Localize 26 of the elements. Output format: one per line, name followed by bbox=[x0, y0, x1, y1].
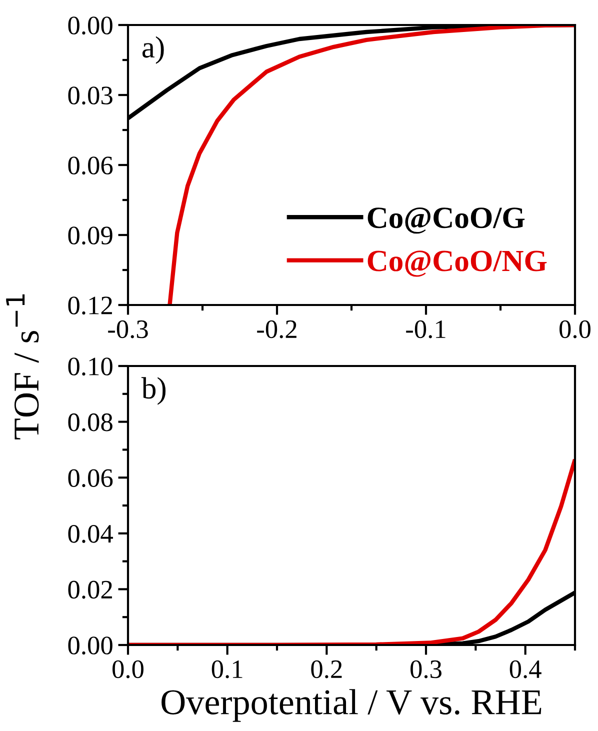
annotation: a) bbox=[142, 36, 164, 64]
x-tick-label: 0.2 bbox=[311, 660, 342, 678]
x-axis-title: Overpotential / V vs. RHE bbox=[162, 689, 542, 722]
x-tick-label: 0.0 bbox=[112, 660, 144, 678]
x-tick-label: -0.3 bbox=[108, 320, 148, 338]
y-tick-label: 0.00 bbox=[68, 16, 112, 35]
annotation: b) bbox=[141, 377, 166, 405]
y-tick-label: 0.04 bbox=[68, 525, 114, 543]
legend-label: Co@CoO/NG bbox=[368, 250, 547, 277]
y-tick-label: 0.10 bbox=[68, 358, 112, 376]
y-tick-label: 0.08 bbox=[68, 413, 112, 432]
x-tick-label: 0.1 bbox=[212, 660, 242, 678]
legend-label: Co@CoO/G bbox=[368, 207, 525, 234]
y-tick-label: 0.06 bbox=[68, 156, 113, 175]
x-tick-label: 0.4 bbox=[510, 660, 542, 678]
y-axis-title: TOF / s$^{−1}$ bbox=[6, 294, 39, 440]
x-tick-label: 0.3 bbox=[410, 660, 442, 678]
y-tick-label: 0.03 bbox=[68, 86, 112, 105]
x-tick-label: -0.2 bbox=[257, 320, 296, 338]
y-tick-label: 0.06 bbox=[68, 469, 113, 488]
y-tick-label: 0.02 bbox=[68, 580, 112, 599]
y-tick-label: 0.00 bbox=[68, 636, 112, 655]
x-tick-label: 0.0 bbox=[560, 320, 590, 338]
x-tick-label: -0.1 bbox=[406, 320, 446, 338]
y-tick-label: 0.09 bbox=[68, 226, 112, 245]
y-tick-label: 0.12 bbox=[68, 296, 112, 315]
